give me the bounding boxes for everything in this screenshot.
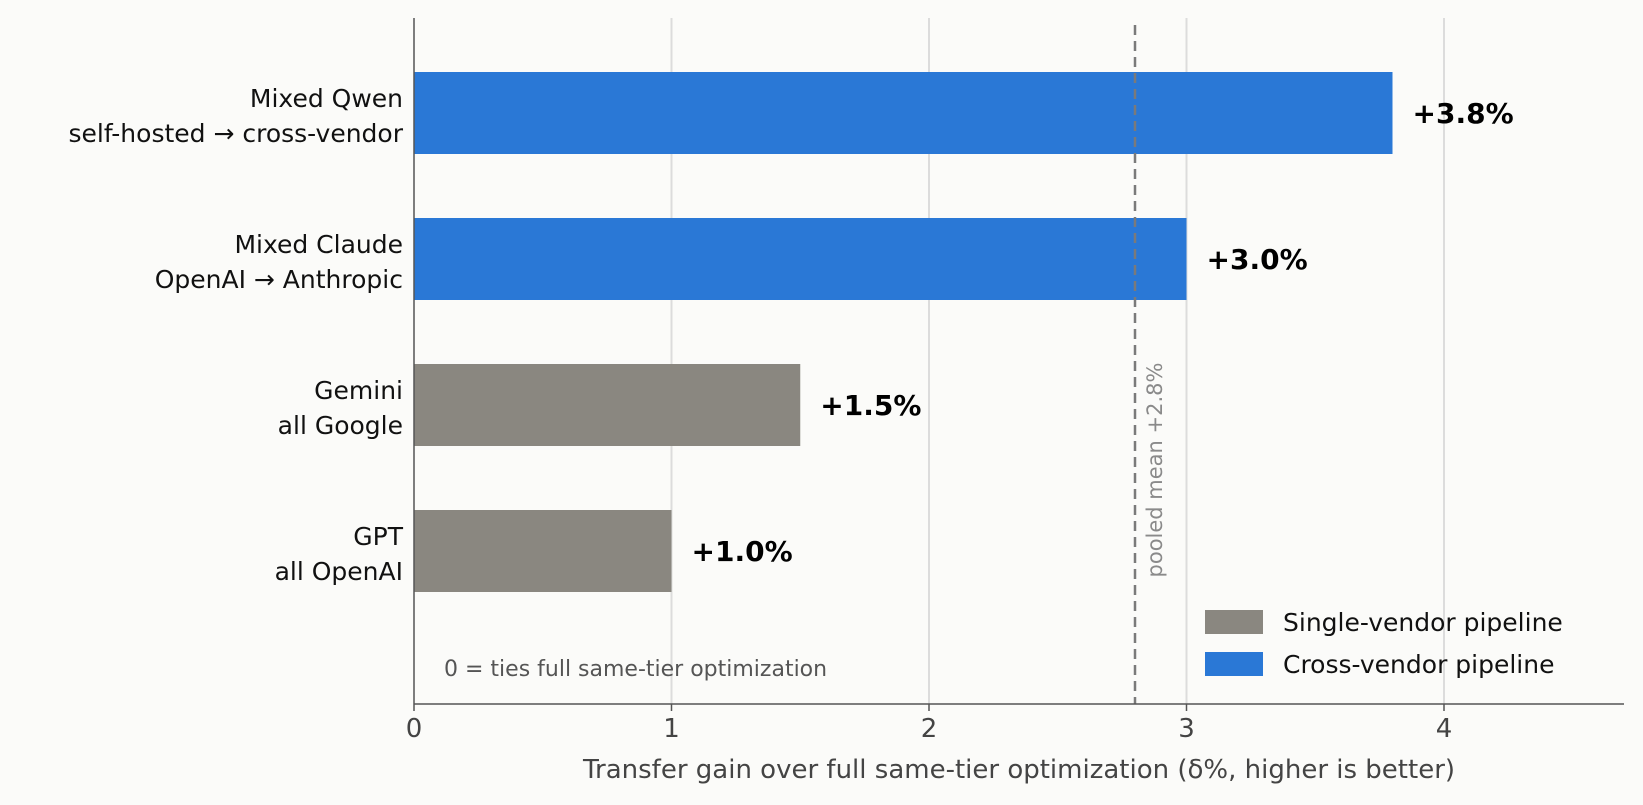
bar — [414, 364, 801, 446]
legend: Single-vendor pipeline Cross-vendor pipel… — [1205, 608, 1563, 679]
category-label: all OpenAI — [275, 557, 403, 586]
category-label: Mixed Qwen — [250, 84, 403, 113]
legend-label-single: Single-vendor pipeline — [1283, 608, 1563, 637]
bar — [414, 218, 1187, 300]
legend-swatch-single — [1205, 610, 1263, 634]
category-label: all Google — [278, 411, 403, 440]
legend-swatch-cross — [1205, 652, 1263, 676]
x-tick-label: 1 — [663, 714, 680, 744]
labels: +3.8% Mixed Qwen self-hosted → cross-vendo… — [69, 84, 1514, 682]
category-label: Mixed Claude — [234, 230, 403, 259]
bar — [414, 72, 1393, 154]
category-label: GPT — [353, 522, 403, 551]
bar — [414, 510, 672, 592]
bar-value-label: +1.5% — [820, 389, 921, 422]
axes: 0 1 2 3 4 Transfer gain over full same-tier o… — [406, 18, 1624, 785]
bar-value-label: +3.8% — [1413, 97, 1514, 130]
x-tick-label: 4 — [1436, 714, 1453, 744]
bar-value-label: +3.0% — [1207, 243, 1308, 276]
zero-annotation: 0 = ties full same-tier optimization — [444, 657, 827, 682]
category-label: Gemini — [314, 376, 403, 405]
category-label: self-hosted → cross-vendor — [69, 119, 404, 148]
category-label: OpenAI → Anthropic — [155, 265, 403, 294]
x-tick-label: 0 — [406, 714, 423, 744]
bar-value-label: +1.0% — [692, 535, 793, 568]
legend-label-cross: Cross-vendor pipeline — [1283, 650, 1554, 679]
pooled-mean-label: pooled mean +2.8% — [1143, 363, 1167, 578]
bars — [414, 25, 1393, 704]
x-tick-label: 3 — [1178, 714, 1195, 744]
x-tick-label: 2 — [921, 714, 938, 744]
x-axis-title: Transfer gain over full same-tier optimi… — [582, 755, 1455, 785]
